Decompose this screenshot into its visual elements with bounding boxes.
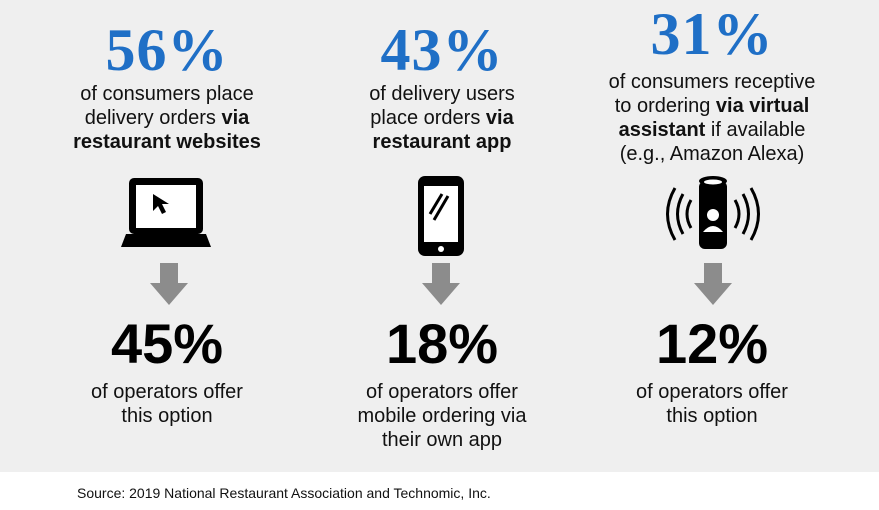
- consumer-description: of delivery users place orders via resta…: [369, 83, 515, 153]
- consumer-description: of consumers place delivery orders via r…: [73, 83, 261, 153]
- consumer-description: of consumers receptive to ordering via v…: [608, 71, 816, 165]
- down-arrow-icon: [694, 263, 732, 305]
- smartphone-icon: [418, 176, 464, 256]
- infographic-panel: 56% of consumers place delivery orders v…: [0, 0, 879, 472]
- down-arrow-icon: [422, 263, 460, 305]
- source-note: Source: 2019 National Restaurant Associa…: [77, 485, 491, 501]
- operator-stat: 45%: [110, 312, 224, 375]
- column-websites: 56% of consumers place delivery orders v…: [22, 0, 312, 472]
- operator-stat: 12%: [655, 312, 769, 375]
- smart-speaker-icon: [666, 176, 760, 249]
- consumer-stat: 43%: [380, 17, 504, 83]
- down-arrow-icon: [150, 263, 188, 305]
- laptop-cursor-icon: [121, 178, 211, 247]
- consumer-stat: 31%: [650, 1, 774, 67]
- operator-stat: 18%: [385, 312, 499, 375]
- column-app: 43% of delivery users place orders via r…: [297, 0, 587, 472]
- operator-description: of operators offer this option: [91, 381, 243, 427]
- operator-description: of operators offer mobile ordering via t…: [357, 381, 527, 451]
- consumer-stat: 56%: [105, 17, 229, 83]
- operator-description: of operators offer this option: [636, 381, 788, 427]
- column-virtual-assistant: 31% of consumers receptive to ordering v…: [567, 0, 857, 472]
